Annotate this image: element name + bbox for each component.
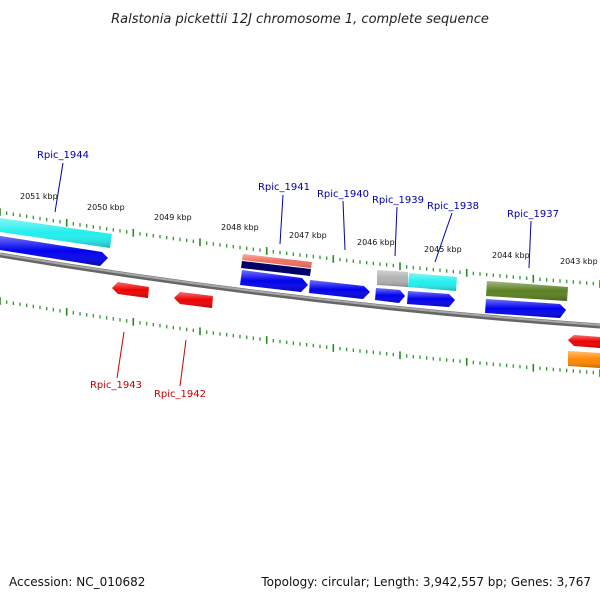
genome-summary-text: Topology: circular; Length: 3,942,557 bp… [260,575,591,589]
gene-right-edge-reverse[interactable] [568,335,600,368]
gene-label-1944[interactable]: Rpic_1944 [37,150,89,161]
tick-label-2049: 2049 kbp [154,213,192,222]
leader-1943 [116,331,125,379]
leader-1938 [434,212,453,263]
gene-rpic-1937[interactable] [485,281,568,318]
leader-1944 [54,162,64,213]
leader-1939 [394,206,398,257]
gene-rpic-1942[interactable] [174,292,213,308]
gene-label-1940[interactable]: Rpic_1940 [317,189,369,200]
tick-label-2050: 2050 kbp [87,203,125,212]
gene-rpic-1940[interactable] [309,280,370,299]
leader-1937 [528,220,532,269]
label-leader-lines [54,162,532,387]
gene-rpic-1944[interactable] [0,218,112,266]
leader-1942 [179,339,187,387]
gene-1941-navy-bar[interactable] [241,261,311,276]
accession-text: Accession: NC_010682 [9,575,145,589]
map-title: Ralstonia pickettii 12J chromosome 1, co… [111,12,489,27]
gene-labels: Rpic_1944 Rpic_1941 Rpic_1940 Rpic_1939 … [37,150,559,400]
gene-rpic-1939[interactable] [375,270,408,303]
gene-label-1938[interactable]: Rpic_1938 [427,201,479,212]
gene-rpic-1941[interactable] [240,254,312,292]
chromosome-backbone-highlight [0,253,600,326]
gene-rpic-1938[interactable] [407,273,457,307]
tick-label-2043: 2043 kbp [560,257,598,266]
gene-label-1941[interactable]: Rpic_1941 [258,182,310,193]
tick-label-2047: 2047 kbp [289,231,327,240]
tick-label-2045: 2045 kbp [424,245,462,254]
leader-1941 [279,194,284,245]
gene-rpic-1943[interactable] [112,282,149,298]
gene-label-1943[interactable]: Rpic_1943 [90,380,142,391]
kbp-labels: 2051 kbp 2050 kbp 2049 kbp 2048 kbp 2047… [20,192,598,266]
tick-label-2044: 2044 kbp [492,251,530,260]
tick-label-2046: 2046 kbp [357,238,395,247]
tick-label-2048: 2048 kbp [221,223,259,232]
gene-label-1937[interactable]: Rpic_1937 [507,209,559,220]
tick-row-top [0,208,600,288]
leader-1940 [342,200,346,251]
gene-label-1939[interactable]: Rpic_1939 [372,195,424,206]
tick-row-bottom [0,297,600,377]
tick-label-2051: 2051 kbp [20,192,58,201]
gene-label-1942[interactable]: Rpic_1942 [154,389,206,400]
